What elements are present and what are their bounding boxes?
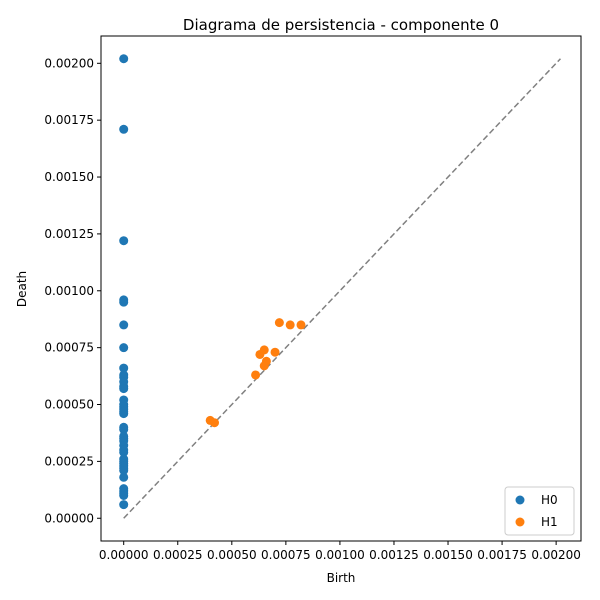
series-h1-points — [205, 318, 306, 428]
point-h0 — [119, 447, 129, 457]
point-h1 — [285, 320, 295, 330]
legend-box — [504, 486, 575, 536]
x-axis-ticks: 0.00000 0.00025 0.00050 0.00075 0.00100 0.001… — [99, 541, 581, 562]
x-tick-label: 0.00050 — [207, 548, 257, 562]
point-h0 — [119, 363, 129, 373]
point-h0 — [119, 491, 129, 501]
point-h0 — [119, 297, 129, 307]
y-tick-label: 0.00200 — [44, 56, 94, 70]
y-tick-label: 0.00125 — [44, 227, 94, 241]
point-h0 — [119, 465, 129, 475]
point-h1 — [259, 361, 269, 371]
x-tick-label: 0.00000 — [99, 548, 149, 562]
y-axis-label: Death — [15, 271, 29, 307]
legend: H0 H1 — [504, 486, 575, 536]
point-h0 — [119, 500, 129, 510]
y-tick-label: 0.00175 — [44, 113, 94, 127]
point-h1 — [296, 320, 306, 330]
point-h0 — [119, 124, 129, 134]
point-h0 — [119, 320, 129, 330]
series-h0-points — [119, 54, 129, 510]
point-h1 — [259, 345, 269, 355]
x-tick-label: 0.00100 — [315, 548, 365, 562]
point-h0 — [119, 425, 129, 435]
x-tick-label: 0.00200 — [531, 548, 581, 562]
x-tick-label: 0.00125 — [369, 548, 419, 562]
y-tick-label: 0.00075 — [44, 341, 94, 355]
y-tick-label: 0.00000 — [44, 511, 94, 525]
y-axis-ticks: 0.00000 0.00025 0.00050 0.00075 0.00100 0.001… — [44, 56, 101, 525]
x-tick-label: 0.00175 — [477, 548, 527, 562]
x-tick-label: 0.00150 — [423, 548, 473, 562]
point-h1 — [251, 370, 261, 380]
plot-frame — [100, 35, 582, 542]
y-tick-label: 0.00050 — [44, 398, 94, 412]
point-h1 — [270, 347, 280, 357]
point-h0 — [119, 472, 129, 482]
y-tick-label: 0.00025 — [44, 454, 94, 468]
point-h0 — [119, 236, 129, 246]
point-h0 — [119, 384, 129, 394]
x-tick-label: 0.00075 — [261, 548, 311, 562]
point-h1 — [210, 418, 220, 428]
legend-h0-label: H0 — [541, 493, 558, 507]
x-axis-label: Birth — [327, 571, 356, 585]
y-tick-label: 0.00100 — [44, 284, 94, 298]
point-h0 — [119, 406, 129, 416]
legend-h0-marker — [515, 495, 525, 505]
point-h0 — [119, 54, 129, 64]
diagonal-layer — [123, 58, 562, 519]
y-tick-label: 0.00150 — [44, 170, 94, 184]
diagonal-line — [123, 58, 562, 519]
legend-h1-marker — [515, 517, 525, 527]
legend-h1-label: H1 — [541, 515, 558, 529]
x-tick-label: 0.00025 — [153, 548, 203, 562]
plot-area — [101, 36, 581, 541]
point-h1 — [274, 318, 284, 328]
chart-title: Diagrama de persistencia - componente 0 — [183, 16, 499, 34]
point-h0 — [119, 343, 129, 353]
